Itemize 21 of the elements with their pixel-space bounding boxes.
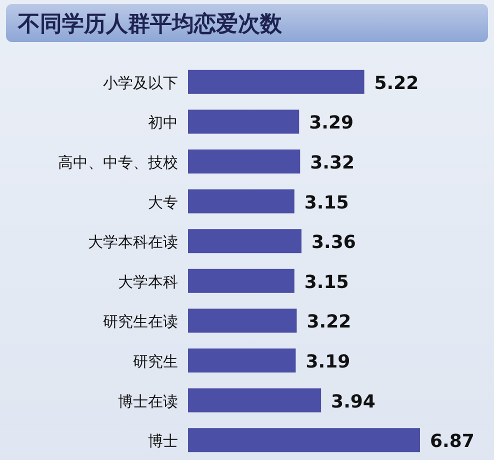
y-tick-label: 初中 [148, 114, 178, 132]
y-tick-label: 研究生 [133, 352, 178, 370]
chart-title: 不同学历人群平均恋爱次数 [17, 11, 283, 37]
data-label: 3.15 [304, 192, 349, 214]
data-label: 3.94 [331, 391, 376, 412]
data-label: 3.32 [310, 152, 355, 174]
y-tick-label: 研究生在读 [103, 312, 178, 331]
y-tick-label: 大学本科 [118, 272, 178, 291]
y-tick-label: 博士 [148, 432, 178, 450]
y-tick-label: 博士在读 [118, 392, 178, 410]
data-label: 5.22 [374, 72, 419, 94]
y-tick-label: 小学及以下 [103, 74, 178, 92]
data-label: 3.15 [304, 272, 349, 293]
y-tick-label: 大专 [148, 193, 178, 212]
data-label: 3.22 [306, 312, 352, 333]
data-label: 6.87 [430, 431, 474, 452]
data-label: 3.29 [309, 112, 354, 134]
data-label: 3.36 [311, 232, 356, 254]
data-label: 3.19 [306, 352, 350, 372]
y-tick-label: 大学本科在读 [88, 233, 178, 252]
y-tick-label: 高中、中专、技校 [58, 154, 178, 172]
